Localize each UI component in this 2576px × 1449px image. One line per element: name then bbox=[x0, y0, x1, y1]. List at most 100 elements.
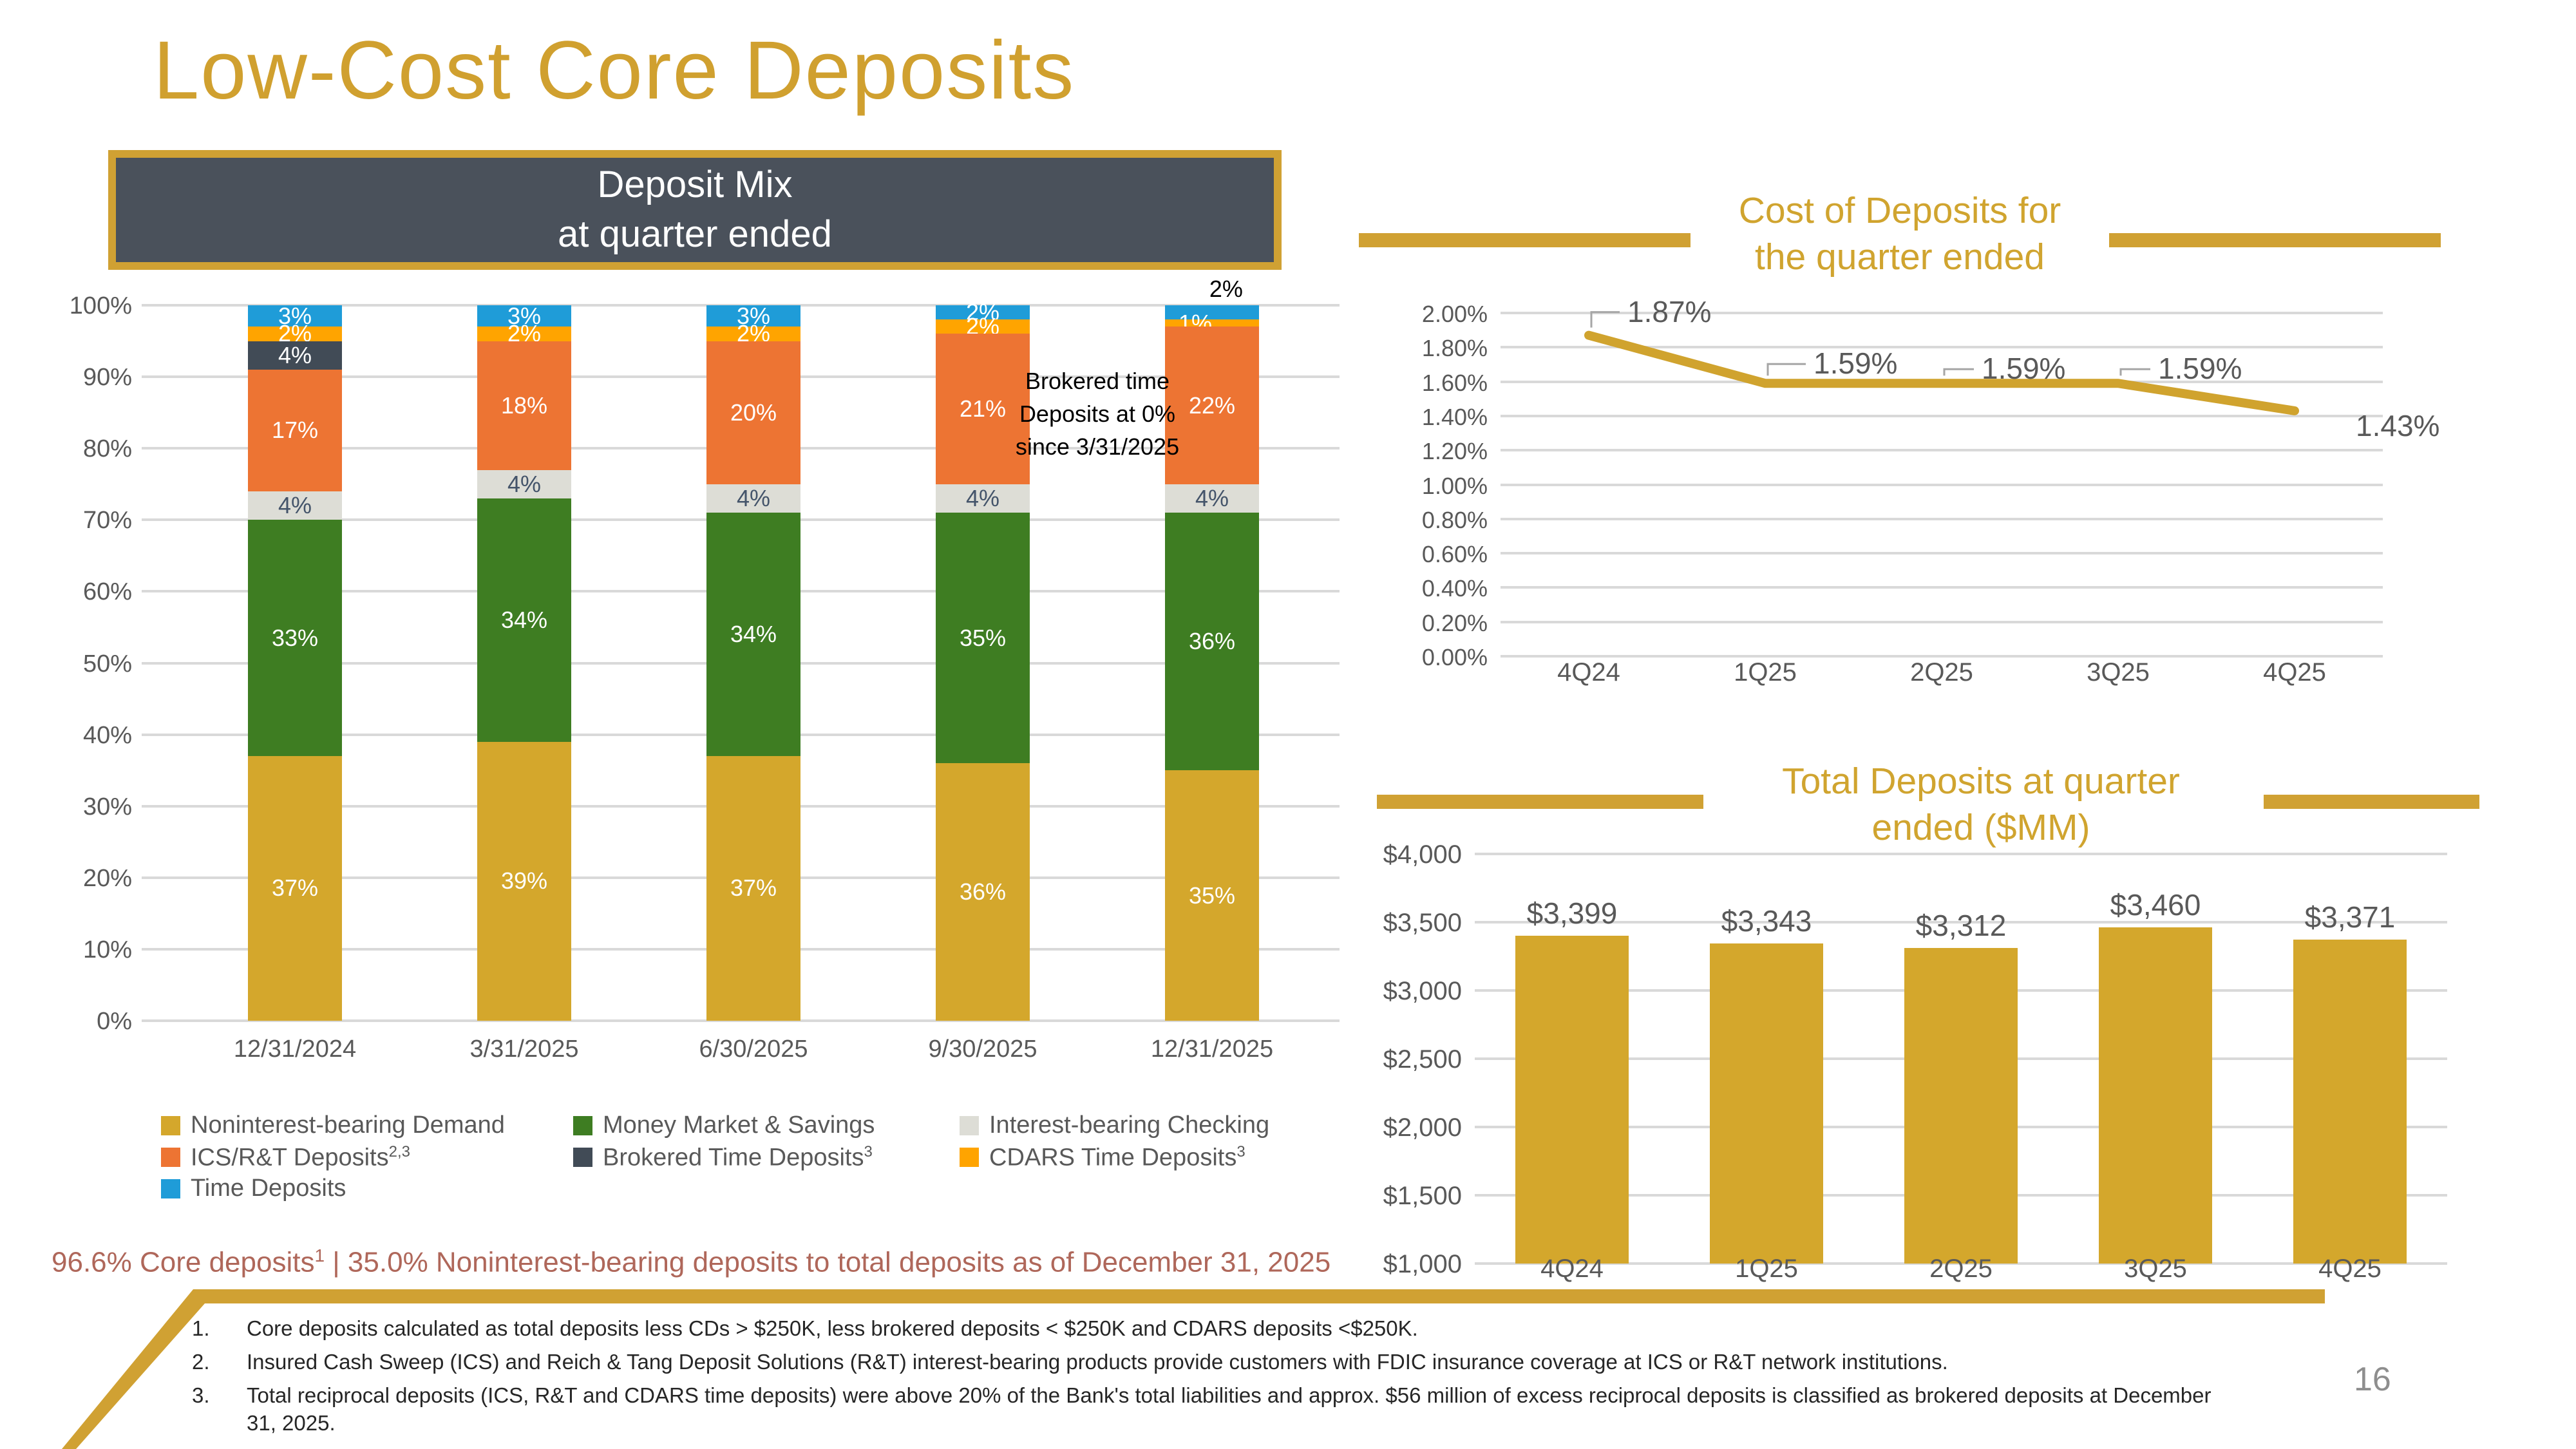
y-tick-label: 1.40% bbox=[1421, 403, 1488, 430]
segment-value-label: 21% bbox=[959, 395, 1007, 422]
total-deposits-bar bbox=[2099, 927, 2212, 1264]
segment-value-label: 2% bbox=[1209, 276, 1243, 302]
deposit-mix-bar: 3% 2% 18% 4% 34% 39% bbox=[477, 303, 571, 1021]
legend-item-ibc: Interest-bearing Checking bbox=[960, 1112, 1269, 1139]
deposit-mix-bar: 2% 1% 22% 4% 36% 35% bbox=[1165, 276, 1259, 1021]
y-tick-label: 0.20% bbox=[1421, 609, 1488, 636]
legend-item-cdars: CDARS Time Deposits3 bbox=[960, 1143, 1245, 1172]
data-point-label: 1.59% bbox=[1982, 352, 2066, 386]
y-tick-label: 90% bbox=[82, 364, 132, 392]
legend-swatch bbox=[573, 1148, 592, 1168]
segment-value-label: 35% bbox=[1188, 882, 1236, 909]
total-chart bbox=[1475, 853, 2447, 1265]
mix-segment-ibc: 4% bbox=[477, 469, 571, 498]
footnote-text: Insured Cash Sweep (ICS) and Reich & Tan… bbox=[247, 1350, 1948, 1374]
gridline bbox=[1501, 414, 2383, 417]
mix-segment-demand: 39% bbox=[477, 741, 571, 1021]
segment-value-label: 3% bbox=[736, 302, 771, 329]
y-tick-label: 0% bbox=[97, 1008, 132, 1035]
highlight-text: 96.6% Core deposits bbox=[52, 1246, 315, 1278]
mix-segment-ibc: 4% bbox=[706, 484, 800, 513]
page-title: Low-Cost Core Deposits bbox=[153, 24, 1075, 117]
footnote-number: 1. bbox=[192, 1316, 210, 1340]
footnote-number: 3. bbox=[192, 1383, 210, 1408]
footnote-item-2: 2. Insured Cash Sweep (ICS) and Reich & T… bbox=[192, 1349, 2311, 1376]
mix-segment-demand: 37% bbox=[248, 755, 342, 1021]
mix-segment-mms: 36% bbox=[1165, 513, 1259, 771]
mix-segment-cdars: 2% bbox=[936, 313, 1030, 339]
y-tick-label: $4,000 bbox=[1383, 840, 1462, 869]
total-chart-title-line2: ended ($MM) bbox=[1871, 806, 2090, 848]
gridline bbox=[1475, 853, 2447, 855]
segment-value-label: 37% bbox=[271, 875, 319, 902]
mix-segment-mms: 35% bbox=[936, 513, 1030, 764]
gridline bbox=[1501, 449, 2383, 452]
legend-label: Interest-bearing Checking bbox=[989, 1112, 1270, 1139]
y-tick-label: 0.00% bbox=[1421, 644, 1488, 670]
x-tick-label: 4Q25 bbox=[2263, 658, 2326, 687]
x-tick-label: 4Q24 bbox=[1540, 1255, 1604, 1283]
segment-value-label: 17% bbox=[271, 417, 319, 444]
total-title-accent-left bbox=[1377, 795, 1703, 809]
segment-value-label: 33% bbox=[271, 624, 319, 651]
legend-label: Time Deposits bbox=[191, 1175, 346, 1202]
y-tick-label: $1,500 bbox=[1383, 1182, 1462, 1210]
mix-segment-ibc: 4% bbox=[936, 484, 1030, 513]
gridline bbox=[1475, 921, 2447, 923]
data-point-label: 1.87% bbox=[1627, 294, 1712, 328]
legend-label: Brokered Time Deposits3 bbox=[603, 1143, 873, 1171]
y-tick-label: 100% bbox=[69, 292, 132, 319]
segment-value-label: 4% bbox=[278, 341, 312, 368]
mix-segment-ics: 18% bbox=[477, 341, 571, 470]
segment-value-label: 4% bbox=[1195, 484, 1229, 511]
cost-title-accent-left bbox=[1359, 233, 1690, 247]
legend-item-brokered: Brokered Time Deposits3 bbox=[573, 1143, 873, 1172]
footnotes: 1. Core deposits calculated as total depo… bbox=[192, 1315, 2311, 1443]
x-tick-label: 4Q25 bbox=[2318, 1255, 2382, 1283]
page-number: 16 bbox=[2354, 1361, 2391, 1398]
legend-item-ics: ICS/R&T Deposits2,3 bbox=[161, 1143, 410, 1172]
segment-value-label: 4% bbox=[278, 492, 312, 519]
legend-label-superscript: 3 bbox=[864, 1143, 873, 1160]
x-tick-label: 2Q25 bbox=[1910, 658, 1973, 687]
legend-label: CDARS Time Deposits3 bbox=[989, 1143, 1245, 1171]
footnote-number: 2. bbox=[192, 1350, 210, 1374]
gridline bbox=[142, 1019, 1340, 1022]
highlight-text-2: | 35.0% Noninterest-bearing deposits to … bbox=[325, 1246, 1331, 1278]
segment-value-label: 36% bbox=[959, 878, 1007, 905]
legend-item-demand: Noninterest-bearing Demand bbox=[161, 1112, 505, 1139]
footnote-text: Core deposits calculated as total deposi… bbox=[247, 1316, 1418, 1340]
segment-value-label: 34% bbox=[500, 606, 548, 633]
mix-segment-time: 2% bbox=[1165, 276, 1259, 320]
bar-value-label: $3,371 bbox=[2304, 900, 2396, 934]
y-tick-label: 60% bbox=[82, 578, 132, 606]
x-tick-label: 12/31/2024 bbox=[233, 1036, 357, 1063]
y-tick-label: $3,500 bbox=[1383, 909, 1462, 937]
legend-swatch bbox=[161, 1148, 180, 1168]
gridline bbox=[1501, 312, 2383, 314]
gridline bbox=[1475, 1262, 2447, 1265]
x-tick-label: 1Q25 bbox=[1734, 658, 1797, 687]
total-deposits-bar bbox=[1515, 936, 1629, 1264]
mix-segment-demand: 37% bbox=[706, 755, 800, 1021]
gridline bbox=[1501, 586, 2383, 589]
mix-segment-ics: 17% bbox=[248, 369, 342, 491]
segment-value-label: 4% bbox=[965, 484, 1000, 511]
footnote-item-3: 3. Total reciprocal deposits (ICS, R&T an… bbox=[192, 1382, 2311, 1436]
gridline bbox=[1501, 346, 2383, 349]
y-tick-label: 50% bbox=[82, 650, 132, 677]
y-tick-label: 70% bbox=[82, 507, 132, 535]
mix-segment-demand: 36% bbox=[936, 763, 1030, 1021]
legend-label: Money Market & Savings bbox=[603, 1112, 875, 1139]
y-tick-label: $2,000 bbox=[1383, 1113, 1462, 1142]
mix-segment-mms: 34% bbox=[706, 513, 800, 756]
total-chart-title-line1: Total Deposits at quarter bbox=[1782, 761, 2180, 802]
x-tick-label: 2Q25 bbox=[1929, 1255, 1993, 1283]
brokered-time-annotation: Brokered time Deposits at 0% since 3/31/… bbox=[1015, 368, 1180, 460]
gridline bbox=[1501, 552, 2383, 555]
mix-segment-brokered: 4% bbox=[248, 341, 342, 370]
y-tick-label: 1.80% bbox=[1421, 335, 1488, 362]
cost-chart-title: Cost of Deposits for the quarter ended bbox=[1610, 188, 2190, 281]
x-tick-label: 3Q25 bbox=[2124, 1255, 2187, 1283]
